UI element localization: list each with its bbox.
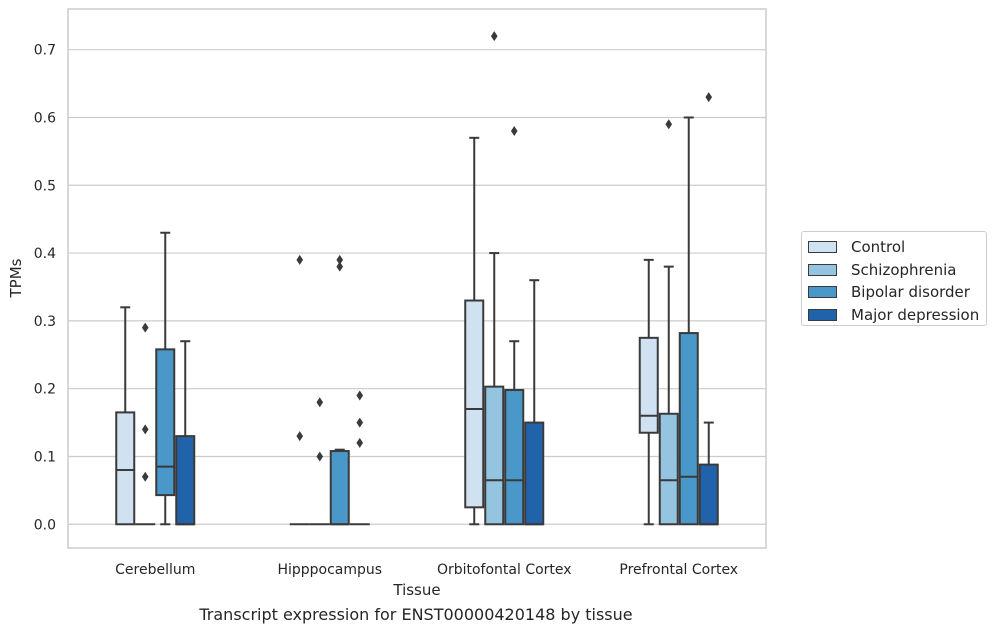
legend-label: Control <box>851 238 906 257</box>
x-axis-title: Tissue <box>392 581 440 599</box>
box-body <box>658 412 679 526</box>
y-tick-label: 0.3 <box>34 314 56 330</box>
x-tick-label: Cerebellum <box>115 562 195 578</box>
box-schizophrenia <box>135 322 156 526</box>
outlier-point <box>141 471 149 482</box>
box-body <box>524 421 545 526</box>
box-control <box>638 258 659 526</box>
chart-caption: Transcript expression for ENST0000042014… <box>199 605 633 624</box>
outlier-point <box>296 431 304 442</box>
box-bipolar-disorder <box>504 126 525 526</box>
box-control <box>289 254 310 526</box>
outlier-point <box>316 451 324 462</box>
x-tick-labels: Cerebellum Hipppocampus Orbitofontal Corte… <box>115 562 738 578</box>
y-tick-label: 0.4 <box>34 246 56 262</box>
box-control <box>115 306 136 526</box>
x-tick-label: Prefrontal Cortex <box>619 562 738 578</box>
box-body <box>484 385 505 526</box>
y-tick-label: 0.6 <box>34 110 56 126</box>
box-body <box>678 332 699 526</box>
box-body <box>638 336 659 434</box>
box-major-depression <box>175 340 196 526</box>
outlier-point <box>141 424 149 435</box>
box-body <box>329 450 350 526</box>
box-major-depression <box>524 279 545 526</box>
box-major-depression <box>698 92 719 526</box>
y-tick-label: 0.1 <box>34 449 56 465</box>
y-tick-labels: 0.0 0.1 0.2 0.3 0.4 0.5 0.6 0.7 <box>34 43 56 534</box>
outlier-point <box>296 254 304 265</box>
box-major-depression <box>349 390 370 526</box>
legend-label: Major depression <box>851 305 980 324</box>
legend-item: Schizophrenia <box>808 259 986 282</box>
legend-swatch <box>808 241 837 254</box>
legend: Control Schizophrenia Bipolar disorder Majo… <box>801 231 987 326</box>
legend-swatch <box>808 263 837 276</box>
box-schizophrenia <box>309 397 330 526</box>
outlier-point <box>336 254 344 265</box>
outlier-point <box>316 397 324 408</box>
outlier-point <box>510 126 518 137</box>
box-control <box>464 136 485 526</box>
y-tick-label: 0.2 <box>34 382 56 398</box>
outlier-point <box>356 390 364 401</box>
box-body <box>504 389 525 526</box>
box-body <box>698 463 719 526</box>
legend-label: Bipolar disorder <box>851 283 970 302</box>
plot-frame <box>67 8 767 549</box>
legend-swatch <box>808 286 837 299</box>
outlier-point <box>705 92 713 103</box>
outlier-point <box>356 417 364 428</box>
legend-item: Bipolar disorder <box>808 281 986 304</box>
y-axis-title: TPMs <box>7 258 25 298</box>
box-body <box>464 299 485 509</box>
box-body <box>115 411 136 526</box>
legend-item: Major depression <box>808 304 986 327</box>
outlier-point <box>336 261 344 272</box>
y-tick-label: 0.5 <box>34 178 56 194</box>
box-bipolar-disorder <box>678 116 699 526</box>
box-schizophrenia <box>484 31 505 526</box>
legend-label: Schizophrenia <box>851 260 957 279</box>
x-tick-label: Hipppocampus <box>277 562 382 578</box>
legend-item: Control <box>808 236 986 259</box>
box-body <box>175 435 196 526</box>
box-schizophrenia <box>658 119 679 526</box>
outlier-point <box>141 322 149 333</box>
box-body <box>155 348 176 497</box>
box-bipolar-disorder <box>155 231 176 526</box>
outlier-point <box>665 119 673 130</box>
y-tick-label: 0.7 <box>34 43 56 59</box>
boxes <box>115 31 719 526</box>
outlier-point <box>490 31 498 42</box>
box-bipolar-disorder <box>329 254 350 526</box>
legend-swatch <box>808 308 837 321</box>
outlier-point <box>356 437 364 448</box>
x-tick-label: Orbitofontal Cortex <box>437 562 572 578</box>
y-tick-label: 0.0 <box>34 517 56 533</box>
